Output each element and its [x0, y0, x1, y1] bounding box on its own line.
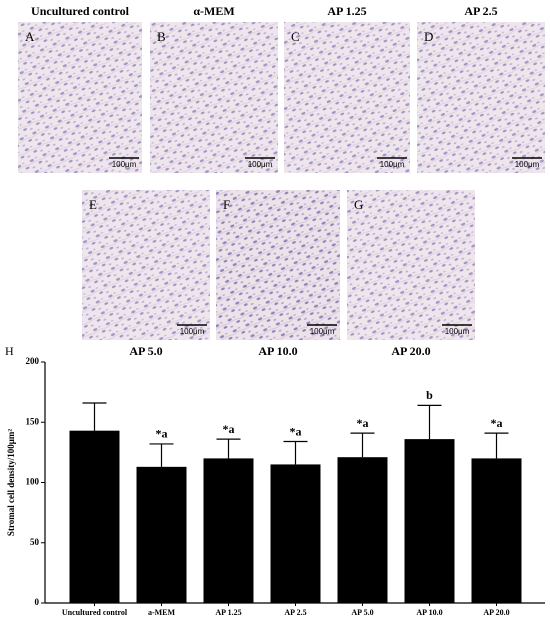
bar — [69, 430, 120, 603]
panel-letter: B — [157, 29, 166, 44]
scale-label: 100μm — [310, 327, 335, 336]
panel-title: AP 2.5 — [464, 4, 497, 18]
panel-letter: F — [223, 197, 230, 212]
panel-title: Uncultured control — [31, 4, 130, 18]
bar — [471, 458, 522, 603]
scale-label: 100μm — [445, 327, 470, 336]
x-tick-label: Uncultured control — [62, 608, 128, 617]
y-tick-label: 0 — [35, 597, 40, 607]
x-tick-label: AP 10.0 — [416, 608, 442, 617]
bar — [404, 439, 455, 603]
panel-title: α-MEM — [193, 4, 234, 18]
micrograph — [216, 190, 340, 340]
bar — [136, 466, 187, 603]
panel-title: AP 5.0 — [129, 344, 162, 358]
panel-title: AP 20.0 — [391, 344, 430, 358]
panel-title: AP 1.25 — [327, 4, 366, 18]
panel-title: AP 10.0 — [258, 344, 297, 358]
x-tick-label: AP 20.0 — [483, 608, 509, 617]
x-tick-label: AP 1.25 — [215, 608, 241, 617]
micrograph — [417, 22, 545, 173]
annotation: *a — [223, 422, 235, 436]
micrograph — [150, 22, 278, 173]
bar — [203, 458, 254, 603]
annotation: *a — [156, 427, 168, 441]
panel-letter: C — [291, 29, 300, 44]
y-tick-label: 100 — [26, 477, 40, 487]
annotation: b — [426, 388, 433, 402]
panel-letter: E — [89, 197, 97, 212]
micrograph — [347, 190, 475, 340]
scale-label: 100μm — [248, 160, 273, 169]
y-tick-label: 200 — [26, 356, 40, 366]
panel-letter: G — [354, 197, 363, 212]
scale-label: 100μm — [380, 160, 405, 169]
panel-letter: D — [424, 29, 433, 44]
annotation: *a — [357, 416, 369, 430]
annotation: *a — [290, 424, 302, 438]
x-tick-label: AP 2.5 — [284, 608, 306, 617]
y-tick-label: 50 — [30, 537, 40, 547]
scale-label: 100μm — [515, 160, 540, 169]
bar — [270, 464, 321, 603]
x-tick-label: AP 5.0 — [351, 608, 373, 617]
micrograph — [18, 22, 142, 173]
y-axis-label: Stromal cell density/100μm² — [6, 429, 16, 536]
panel-letter: H — [5, 344, 14, 358]
x-tick-label: a-MEM — [148, 608, 176, 617]
bar — [337, 457, 388, 603]
micrograph — [82, 190, 210, 340]
panel-letter: A — [25, 29, 35, 44]
scale-label: 100μm — [112, 160, 137, 169]
scale-label: 100μm — [180, 327, 205, 336]
annotation: *a — [491, 416, 503, 430]
y-tick-label: 150 — [26, 416, 40, 426]
micrograph — [284, 22, 410, 173]
